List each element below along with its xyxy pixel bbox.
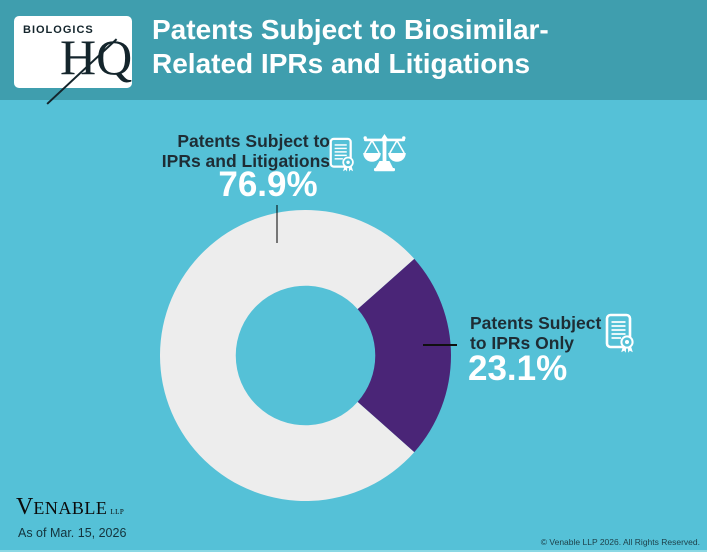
leader-line-ipr-only [423,344,457,346]
value-litigation: 76.9% [218,165,318,204]
certificate-icon [605,313,634,353]
donut-chart [160,210,451,501]
bottom-accent-strip [0,550,707,552]
venable-llp: LLP [110,508,125,516]
header-bar: BIOLOGICS HQ Patents Subject to Biosimil… [0,0,707,105]
scales-icon [363,134,406,172]
certificate-icon [329,137,354,172]
copyright-text: © Venable LLP 2026. All Rights Reserved. [540,537,700,547]
label-litigation: Patents Subject to IPRs and Litigations [161,131,330,171]
value-ipr-only: 23.1% [468,349,568,388]
as-of-date: As of Mar. 15, 2026 [18,526,127,540]
logo-monogram-text: HQ [60,29,133,85]
donut-slice-litigation [160,210,415,501]
page-title: Patents Subject to Biosimilar- Related I… [152,14,549,79]
label-ipr-only: Patents Subject to IPRs Only [470,313,602,353]
venable-rest: ENABLE [33,498,108,518]
leader-line-litigation [276,205,278,243]
biologics-hq-logo: BIOLOGICS HQ [14,16,133,105]
venable-logo: V ENABLE LLP [16,495,124,519]
venable-initial: V [16,494,34,520]
logo-brand-text: BIOLOGICS [23,24,94,36]
donut-slice-ipr-only [357,258,451,453]
